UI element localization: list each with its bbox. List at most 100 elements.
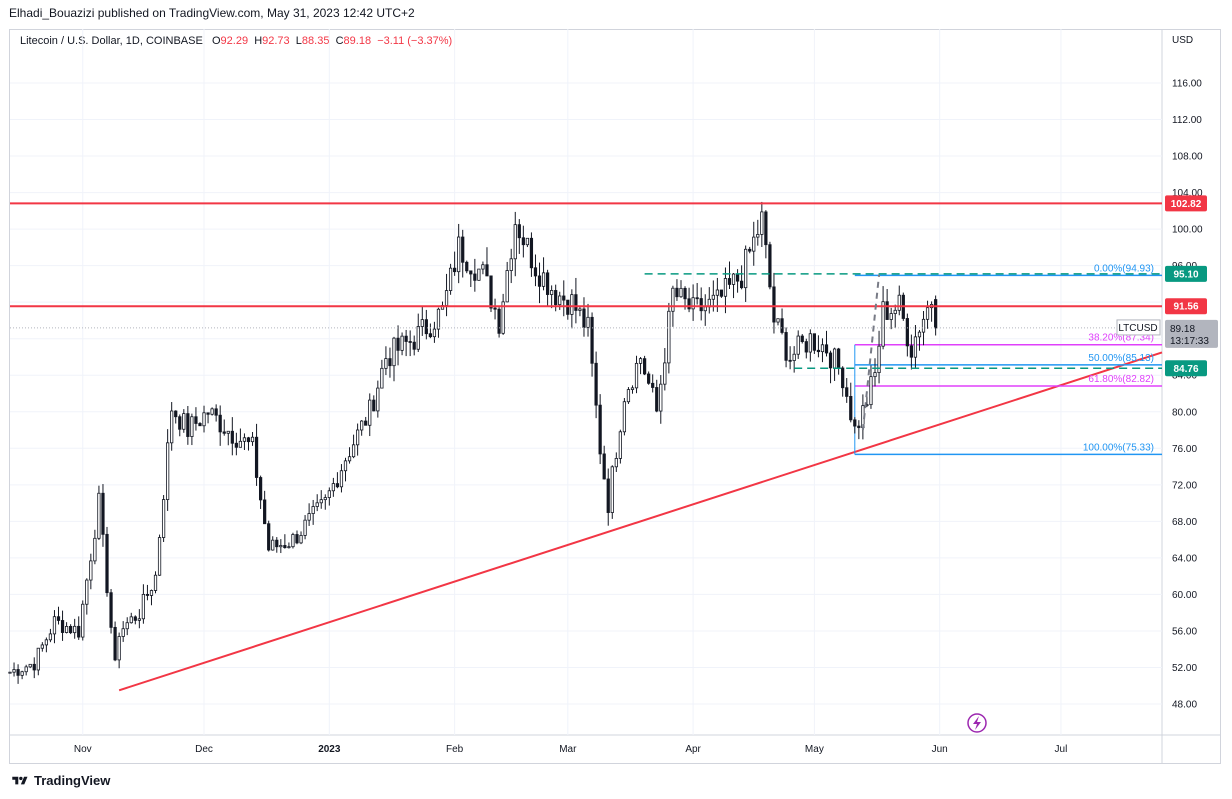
price-tick-label: 76.00 <box>1172 444 1197 455</box>
candle-body <box>505 270 509 303</box>
candle-body <box>800 335 804 342</box>
candle-body <box>275 539 279 548</box>
candle-body <box>166 442 170 500</box>
tradingview-footer[interactable]: TradingView <box>10 773 110 788</box>
candle-body <box>828 352 833 369</box>
candle-body <box>311 506 315 514</box>
candle-body <box>242 437 247 442</box>
candle-body <box>626 389 631 403</box>
candle-body <box>824 344 829 354</box>
candle-body <box>634 362 639 389</box>
badge-95-label: 95.10 <box>1173 269 1198 280</box>
horizontal-lines-layer <box>10 202 1162 431</box>
candle-body <box>388 358 392 367</box>
candle-body <box>56 616 61 621</box>
candle-body <box>574 294 578 311</box>
candle-body <box>881 301 885 347</box>
candle-body <box>606 478 610 513</box>
candle-body <box>566 299 570 315</box>
candle-body <box>77 625 81 638</box>
candle-body <box>444 290 449 306</box>
candle-body <box>748 248 752 252</box>
time-tick-label: May <box>805 744 824 755</box>
candle-body <box>73 625 77 634</box>
candle-body <box>638 358 643 364</box>
candle-body <box>529 237 534 269</box>
price-tick-label: 108.00 <box>1172 152 1203 163</box>
candle-body <box>570 294 574 315</box>
candle-body <box>816 349 821 353</box>
candle-body <box>81 603 85 638</box>
candle-body <box>598 404 602 455</box>
candle-body <box>190 416 194 437</box>
currency-label[interactable]: USD <box>1172 35 1194 46</box>
price-tick-label: 64.00 <box>1172 553 1197 564</box>
candle-body <box>153 574 158 591</box>
candle-body <box>60 620 65 633</box>
candle-body <box>655 387 659 412</box>
candle-body <box>109 592 113 628</box>
candle-body <box>157 537 162 576</box>
candle-body <box>804 341 808 353</box>
price-tick-label: 80.00 <box>1172 407 1197 418</box>
candle-body <box>550 290 554 295</box>
candle-body <box>404 335 408 342</box>
candle-body <box>586 316 590 328</box>
candle-body <box>772 286 776 323</box>
candle-body <box>360 420 364 431</box>
candle-body <box>174 410 178 418</box>
candle-body <box>897 294 901 311</box>
time-tick-label: Nov <box>74 744 92 755</box>
candle-body <box>513 224 517 260</box>
candle-body <box>885 301 889 320</box>
candle-body <box>740 280 744 289</box>
candle-body <box>715 289 719 296</box>
fib-level-label: 0.00%(94.93) <box>1094 263 1154 274</box>
candle-body <box>477 268 481 281</box>
candle-body <box>198 423 202 427</box>
candle-body <box>905 318 909 347</box>
candle-body <box>719 289 724 297</box>
candles-layer <box>8 201 938 684</box>
candle-body <box>849 396 853 421</box>
candle-body <box>271 539 275 551</box>
candle-body <box>287 546 291 549</box>
candle-body <box>32 663 36 671</box>
candle-body <box>384 358 388 369</box>
candle-body <box>186 413 190 437</box>
candle-body <box>267 523 271 551</box>
candle-body <box>133 616 137 621</box>
candle-body <box>909 345 914 358</box>
last-price-value: 89.18 <box>1170 324 1195 335</box>
price-tick-label: 52.00 <box>1172 663 1197 674</box>
candle-body <box>545 272 550 295</box>
candle-body <box>230 430 234 444</box>
open-label: O <box>211 35 221 47</box>
candle-body <box>501 301 505 334</box>
candle-body <box>182 413 186 430</box>
candle-body <box>319 499 323 504</box>
trendline-layer <box>118 351 1163 692</box>
candle-body <box>703 306 707 312</box>
candle-body <box>364 420 368 426</box>
price-tick-label: 100.00 <box>1172 225 1203 236</box>
candle-body <box>279 545 283 548</box>
badge-102 <box>1165 195 1207 212</box>
candle-body <box>812 333 816 351</box>
candle-body <box>303 519 307 536</box>
candle-body <box>343 460 348 472</box>
candle-body <box>149 590 154 596</box>
candle-body <box>48 633 53 641</box>
candle-body <box>768 244 772 288</box>
candle-body <box>85 579 89 605</box>
candle-body <box>206 412 210 415</box>
candle-body <box>558 295 562 306</box>
candle-body <box>339 470 344 488</box>
candle-body <box>618 431 622 459</box>
candle-body <box>125 622 129 630</box>
badge-84 <box>1165 360 1207 377</box>
candle-body <box>327 490 331 498</box>
lightning-icon[interactable] <box>967 713 987 733</box>
